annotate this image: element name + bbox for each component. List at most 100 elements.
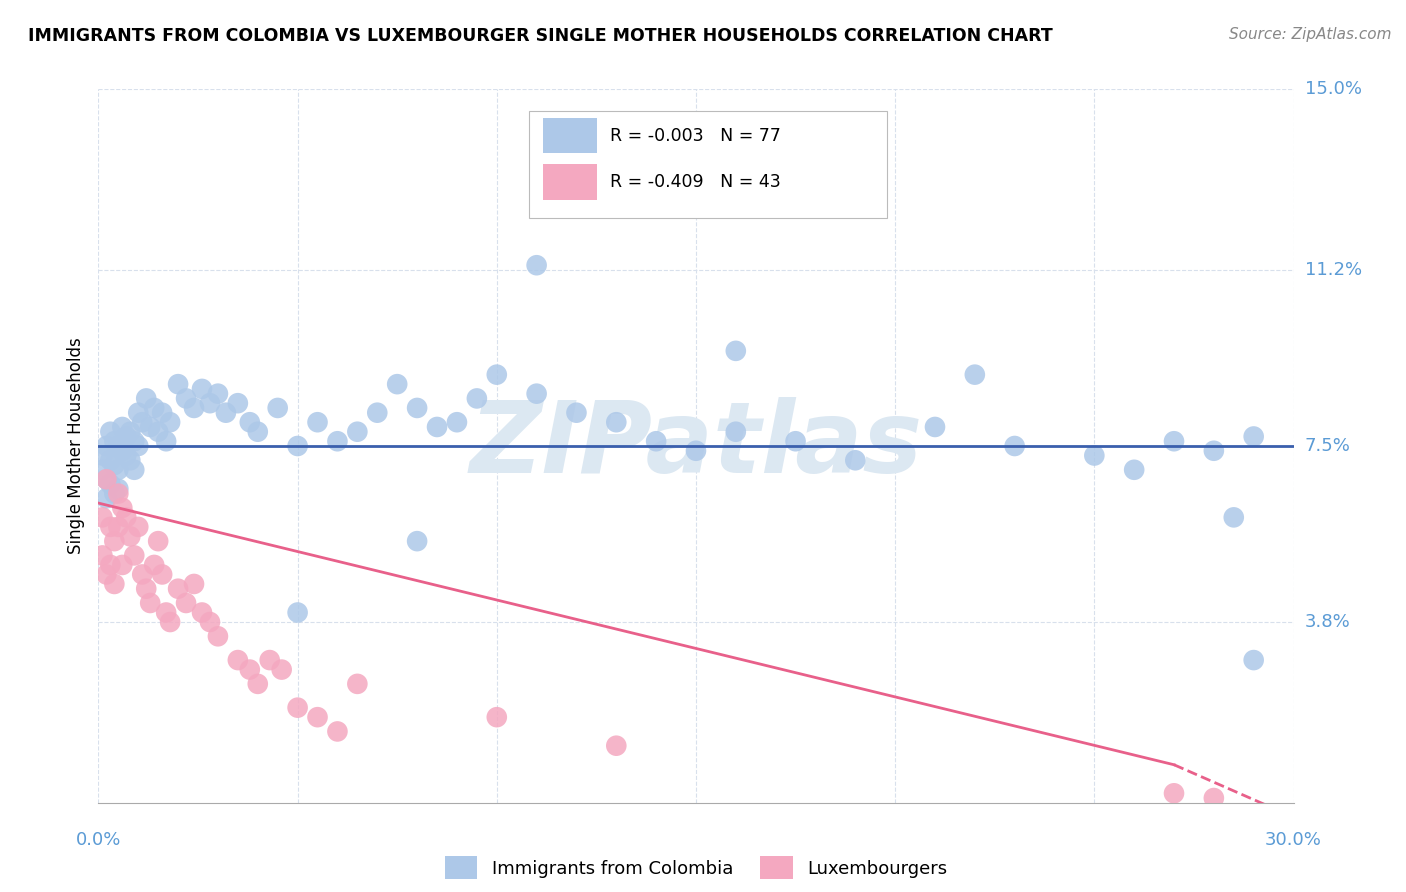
Point xyxy=(167,377,190,392)
Point xyxy=(446,415,468,429)
Point xyxy=(426,420,449,434)
Point xyxy=(96,491,118,506)
Point xyxy=(115,510,138,524)
Bar xyxy=(543,118,596,153)
Point xyxy=(844,453,866,467)
Point xyxy=(346,425,368,439)
Point xyxy=(198,396,221,410)
Point xyxy=(167,582,190,596)
Point xyxy=(155,434,177,449)
Point xyxy=(103,577,125,591)
Point xyxy=(91,449,114,463)
Point xyxy=(239,415,262,429)
Point xyxy=(159,615,181,629)
Point xyxy=(155,606,177,620)
Point xyxy=(565,406,588,420)
Point xyxy=(704,172,727,186)
Point xyxy=(150,406,173,420)
Point xyxy=(143,558,166,572)
Point xyxy=(724,425,747,439)
Point xyxy=(267,401,290,415)
Point xyxy=(605,415,627,429)
Point xyxy=(485,710,508,724)
Point xyxy=(226,653,249,667)
Point xyxy=(111,500,134,515)
Point xyxy=(98,558,122,572)
Text: 3.8%: 3.8% xyxy=(1305,613,1350,631)
Point xyxy=(135,392,157,406)
FancyBboxPatch shape xyxy=(529,111,887,218)
Text: R = -0.003   N = 77: R = -0.003 N = 77 xyxy=(610,127,780,145)
Point xyxy=(485,368,508,382)
Point xyxy=(1004,439,1026,453)
Point xyxy=(287,700,309,714)
Point xyxy=(159,415,181,429)
Point xyxy=(107,486,129,500)
Point xyxy=(103,534,125,549)
Text: 30.0%: 30.0% xyxy=(1265,830,1322,848)
Point xyxy=(685,443,707,458)
Point xyxy=(605,739,627,753)
Text: 15.0%: 15.0% xyxy=(1305,80,1361,98)
Point xyxy=(111,443,134,458)
Point xyxy=(124,463,146,477)
Point xyxy=(183,401,205,415)
Point xyxy=(724,343,747,358)
Point xyxy=(103,434,125,449)
Text: 0.0%: 0.0% xyxy=(76,830,121,848)
Legend: Immigrants from Colombia, Luxembourgers: Immigrants from Colombia, Luxembourgers xyxy=(437,849,955,887)
Point xyxy=(107,482,129,496)
Point xyxy=(96,472,118,486)
Point xyxy=(326,724,349,739)
Point xyxy=(191,382,214,396)
Point xyxy=(1083,449,1105,463)
Point xyxy=(103,486,125,500)
Point xyxy=(246,425,269,439)
Point xyxy=(785,434,807,449)
Point xyxy=(207,386,229,401)
Point xyxy=(127,520,149,534)
Point xyxy=(191,606,214,620)
Point xyxy=(96,567,118,582)
Point xyxy=(1222,510,1246,524)
Text: Source: ZipAtlas.com: Source: ZipAtlas.com xyxy=(1229,27,1392,42)
Point xyxy=(139,596,162,610)
Point xyxy=(91,549,114,563)
Point xyxy=(127,406,149,420)
Point xyxy=(207,629,229,643)
Bar xyxy=(543,164,596,200)
Point xyxy=(259,653,281,667)
Point xyxy=(526,386,548,401)
Point xyxy=(1243,653,1265,667)
Point xyxy=(270,663,292,677)
Point xyxy=(307,710,329,724)
Point xyxy=(139,420,162,434)
Point xyxy=(1202,443,1225,458)
Point xyxy=(326,434,349,449)
Point xyxy=(107,463,129,477)
Point xyxy=(131,415,153,429)
Point xyxy=(98,425,122,439)
Point xyxy=(406,534,429,549)
Point xyxy=(96,472,118,486)
Point xyxy=(143,401,166,415)
Point xyxy=(963,368,986,382)
Point xyxy=(115,429,138,443)
Point xyxy=(107,439,129,453)
Point xyxy=(215,406,238,420)
Text: 7.5%: 7.5% xyxy=(1305,437,1351,455)
Y-axis label: Single Mother Households: Single Mother Households xyxy=(67,338,86,554)
Point xyxy=(1123,463,1146,477)
Point xyxy=(183,577,205,591)
Point xyxy=(1163,434,1185,449)
Point xyxy=(98,477,122,491)
Point xyxy=(120,425,142,439)
Text: IMMIGRANTS FROM COLOMBIA VS LUXEMBOURGER SINGLE MOTHER HOUSEHOLDS CORRELATION CH: IMMIGRANTS FROM COLOMBIA VS LUXEMBOURGER… xyxy=(28,27,1053,45)
Point xyxy=(91,463,114,477)
Point xyxy=(287,606,309,620)
Point xyxy=(924,420,946,434)
Point xyxy=(406,401,429,415)
Point xyxy=(1202,791,1225,805)
Point xyxy=(174,596,197,610)
Point xyxy=(124,434,146,449)
